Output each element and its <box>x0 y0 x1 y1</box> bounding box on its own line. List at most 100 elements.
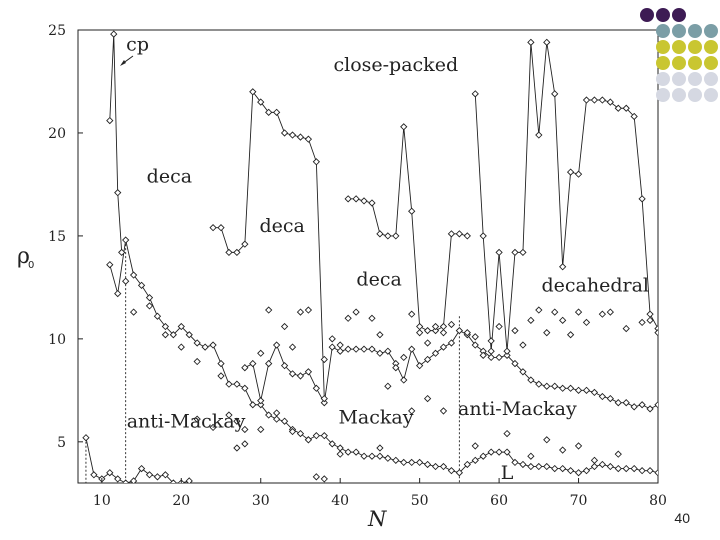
data-point <box>376 230 384 238</box>
data-point <box>527 462 535 471</box>
data-point <box>265 108 273 117</box>
scatter-point <box>241 440 249 448</box>
region-annotation: L <box>501 462 514 484</box>
data-point <box>431 349 440 357</box>
scatter-point <box>439 329 448 337</box>
data-point <box>225 248 233 257</box>
series-group <box>82 30 658 483</box>
decor-dot <box>704 56 718 70</box>
data-point <box>646 405 654 413</box>
data-point <box>360 197 368 205</box>
annotation-group: cp close-packed deca deca deca decahedral anti… <box>126 34 649 484</box>
data-point <box>590 96 599 104</box>
data-point <box>272 341 281 349</box>
data-point <box>582 467 591 475</box>
data-point <box>352 448 360 456</box>
data-point <box>384 454 392 462</box>
region-annotation: Mackay <box>338 406 413 428</box>
data-point <box>495 448 503 456</box>
scatter-point <box>400 353 408 362</box>
data-point <box>551 464 559 473</box>
scatter-point <box>463 329 471 337</box>
page-number: 40 <box>674 510 690 526</box>
data-point <box>352 345 360 353</box>
scatter-point <box>376 444 384 452</box>
data-point <box>408 458 416 467</box>
decor-dot <box>656 8 670 22</box>
data-point <box>487 448 495 456</box>
decor-dot <box>656 40 670 54</box>
decor-dot <box>656 88 670 102</box>
data-point <box>638 195 646 203</box>
x-tick-label: 30 <box>252 493 270 509</box>
scatter-point <box>296 308 305 316</box>
data-point <box>114 475 122 483</box>
data-point <box>455 469 464 477</box>
data-point <box>169 331 177 339</box>
scatter-point <box>280 322 289 331</box>
data-point <box>304 135 313 143</box>
data-point <box>598 460 607 469</box>
data-point <box>336 444 344 452</box>
scatter-point <box>312 473 320 481</box>
data-point <box>118 248 126 257</box>
scatter-point <box>614 450 622 458</box>
y-axis-label: ρ <box>17 244 30 269</box>
scatter-point <box>304 306 313 314</box>
scatter-point <box>527 316 535 324</box>
decor-dot <box>640 8 654 22</box>
data-point <box>447 467 456 475</box>
data-point <box>543 38 551 46</box>
scatter-point <box>336 450 344 458</box>
decor-dot <box>672 56 686 70</box>
data-point <box>495 248 503 257</box>
scatter-point <box>408 310 416 318</box>
scatter-point <box>328 335 336 343</box>
data-point <box>280 361 289 370</box>
plot-frame <box>77 29 659 484</box>
y-tick-label: 15 <box>48 229 66 245</box>
data-point <box>153 312 162 320</box>
data-point <box>82 434 90 442</box>
decor-dot <box>688 56 702 70</box>
data-point <box>241 364 249 372</box>
scatter-point <box>551 308 559 316</box>
data-point <box>129 477 138 483</box>
data-point <box>241 384 249 392</box>
data-point <box>535 380 543 388</box>
decor-dot <box>672 88 686 102</box>
data-point <box>566 384 575 392</box>
decor-dot <box>704 88 718 102</box>
data-point <box>360 452 368 460</box>
y-tick-label: 10 <box>48 332 66 348</box>
data-point <box>551 382 559 390</box>
data-point <box>543 382 551 390</box>
y-axis-label-subscript: 0 <box>28 260 34 271</box>
scatter-point <box>566 331 575 339</box>
data-point <box>185 477 193 483</box>
data-point <box>614 104 622 112</box>
scatter-point <box>257 425 265 434</box>
data-point <box>574 386 583 394</box>
data-point <box>431 462 440 471</box>
scatter-point <box>320 475 328 483</box>
data-point <box>423 355 432 364</box>
series-line <box>109 239 658 474</box>
cp-arrow-head <box>120 60 126 66</box>
data-point <box>376 452 384 460</box>
data-point <box>384 232 392 240</box>
data-point <box>447 230 456 238</box>
data-point <box>503 351 511 359</box>
data-point <box>590 388 599 397</box>
x-axis-label: N <box>367 507 387 531</box>
x-tick-label: 50 <box>411 493 429 509</box>
scatter-point <box>217 372 225 380</box>
scatter-point <box>193 357 201 366</box>
decor-dot <box>656 56 670 70</box>
y-tick-label: 25 <box>48 23 66 39</box>
decor-dot <box>704 24 718 38</box>
data-point <box>566 168 575 176</box>
scatter-point <box>487 337 495 345</box>
scatter-point <box>479 351 487 359</box>
data-point <box>193 339 201 347</box>
